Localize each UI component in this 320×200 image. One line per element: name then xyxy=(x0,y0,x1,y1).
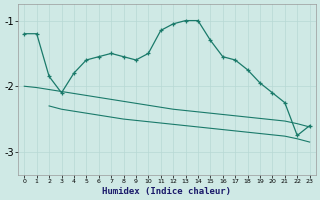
X-axis label: Humidex (Indice chaleur): Humidex (Indice chaleur) xyxy=(102,187,231,196)
